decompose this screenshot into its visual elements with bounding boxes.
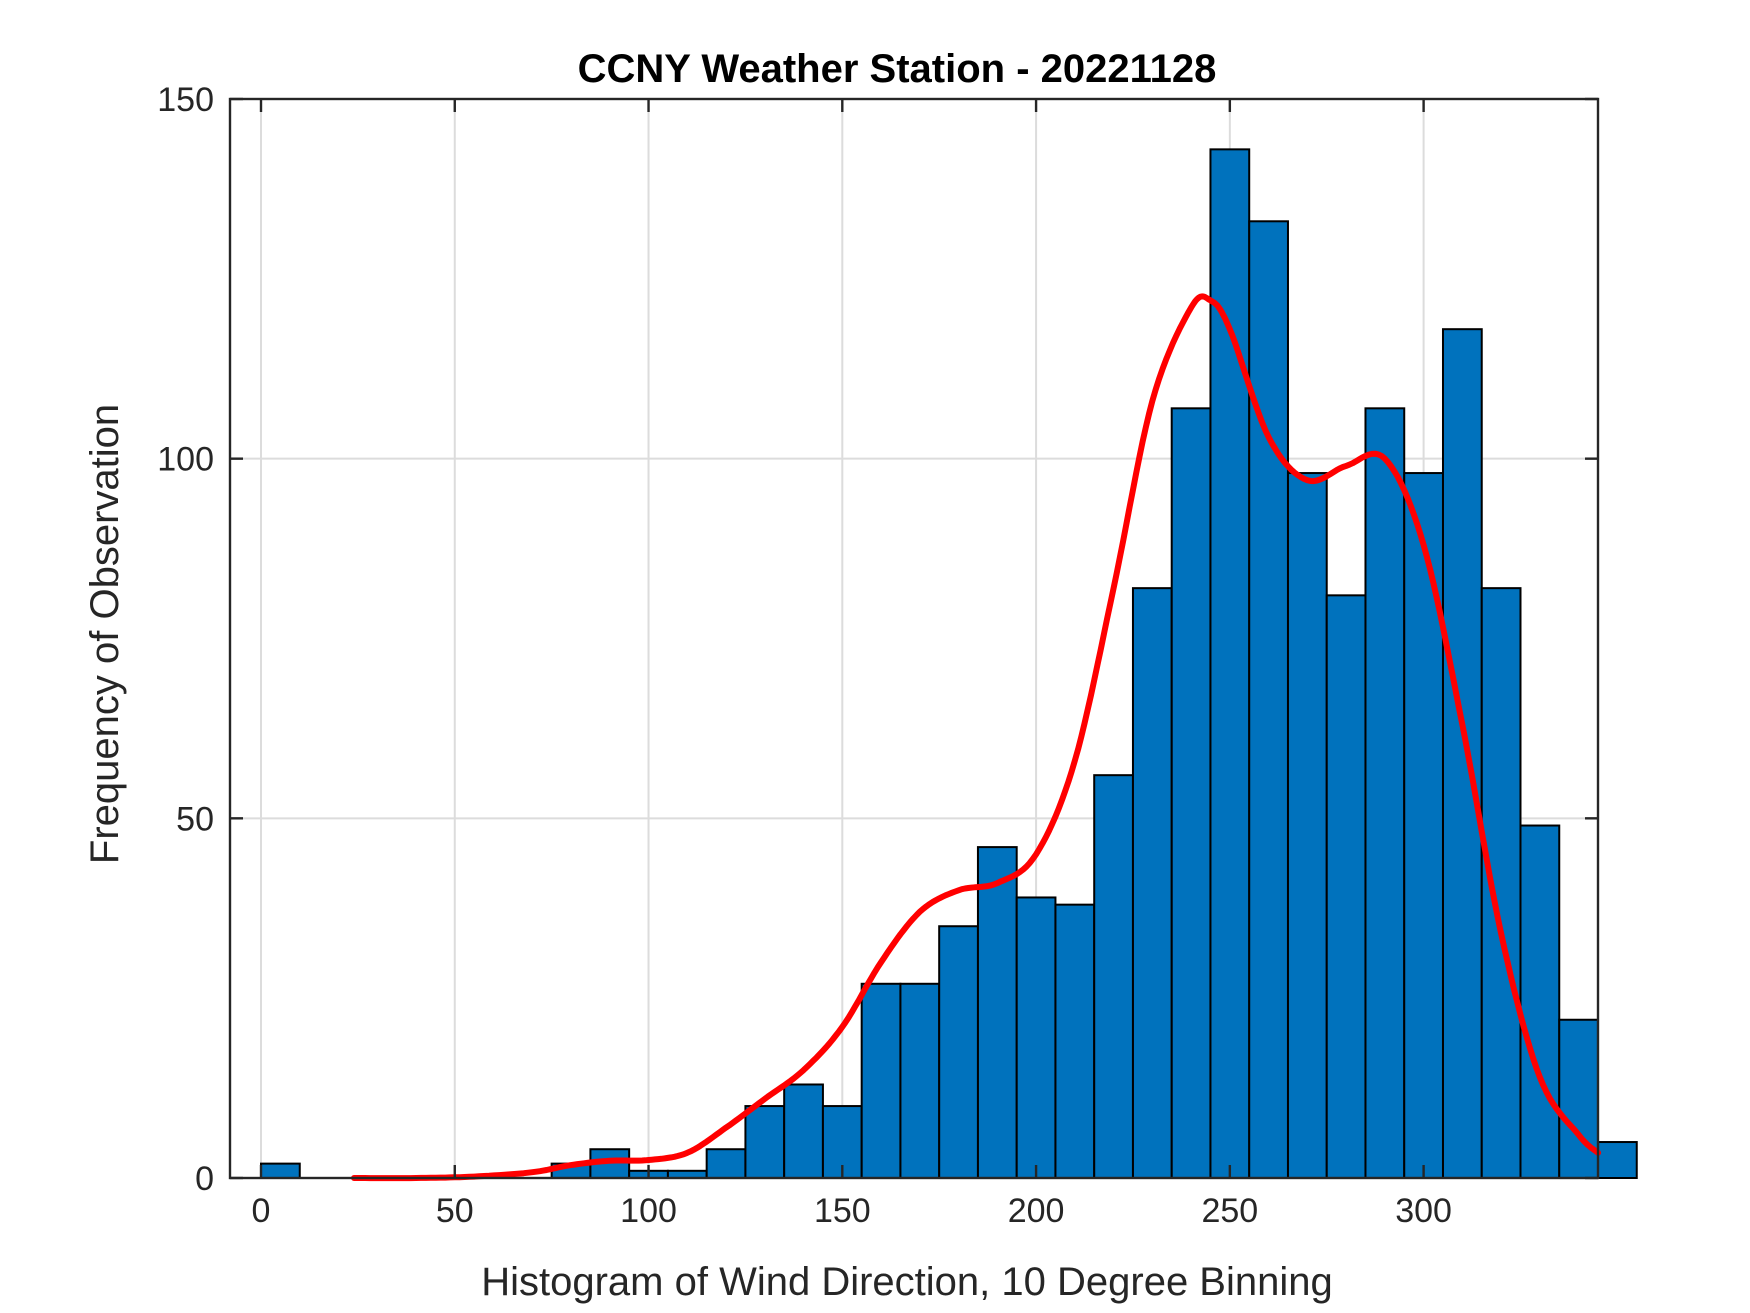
histogram-bar bbox=[1286, 472, 1328, 1179]
histogram-bar bbox=[1015, 896, 1057, 1180]
histogram-bar bbox=[705, 1148, 747, 1180]
x-tick-label: 300 bbox=[1395, 1192, 1452, 1230]
histogram-bar bbox=[1325, 594, 1367, 1179]
axes-box bbox=[228, 97, 1600, 1180]
histogram-bar bbox=[938, 925, 979, 1179]
histogram-bar bbox=[1131, 587, 1173, 1179]
histogram-bar bbox=[1248, 220, 1289, 1179]
histogram-bar bbox=[783, 1083, 824, 1180]
histogram-bars bbox=[260, 148, 1638, 1180]
x-tick-label: 250 bbox=[1201, 1192, 1258, 1230]
histogram-bar bbox=[1364, 407, 1406, 1179]
y-axis-label: Frequency of Observation bbox=[83, 404, 127, 864]
histogram-bar bbox=[1519, 824, 1561, 1179]
density-curve bbox=[351, 293, 1601, 1182]
histogram-bar bbox=[744, 1105, 786, 1179]
histogram-bar bbox=[1597, 1141, 1638, 1179]
axis-ticks bbox=[230, 97, 1598, 1180]
chart-title: CCNY Weather Station - 20221128 bbox=[578, 47, 1217, 91]
x-tick-labels: 0 50 100 150 200 250 300 bbox=[252, 1192, 1452, 1230]
y-tick-labels: 0 50 100 150 bbox=[157, 81, 214, 1198]
histogram-bar bbox=[1480, 587, 1522, 1179]
y-tick-label: 50 bbox=[176, 800, 214, 838]
x-axis-label: Histogram of Wind Direction, 10 Degree B… bbox=[481, 1260, 1333, 1304]
x-tick-label: 100 bbox=[620, 1192, 677, 1230]
histogram-bar bbox=[899, 982, 941, 1180]
y-tick-label: 150 bbox=[157, 81, 214, 119]
histogram-bar bbox=[976, 846, 1018, 1180]
histogram-bar bbox=[1170, 407, 1212, 1179]
histogram-bar bbox=[1558, 1018, 1599, 1179]
x-tick-label: 0 bbox=[252, 1192, 271, 1230]
histogram-bar bbox=[1093, 774, 1134, 1179]
x-tick-label: 50 bbox=[436, 1192, 474, 1230]
histogram-bar bbox=[260, 1162, 301, 1179]
x-tick-label: 150 bbox=[814, 1192, 871, 1230]
histogram-bar bbox=[1403, 472, 1444, 1179]
histogram-bar bbox=[860, 982, 902, 1180]
y-tick-label: 0 bbox=[195, 1160, 214, 1198]
y-tick-label: 100 bbox=[157, 441, 214, 479]
histogram-bar bbox=[1054, 903, 1096, 1179]
x-tick-label: 200 bbox=[1008, 1192, 1065, 1230]
histogram-bar bbox=[1441, 328, 1483, 1180]
